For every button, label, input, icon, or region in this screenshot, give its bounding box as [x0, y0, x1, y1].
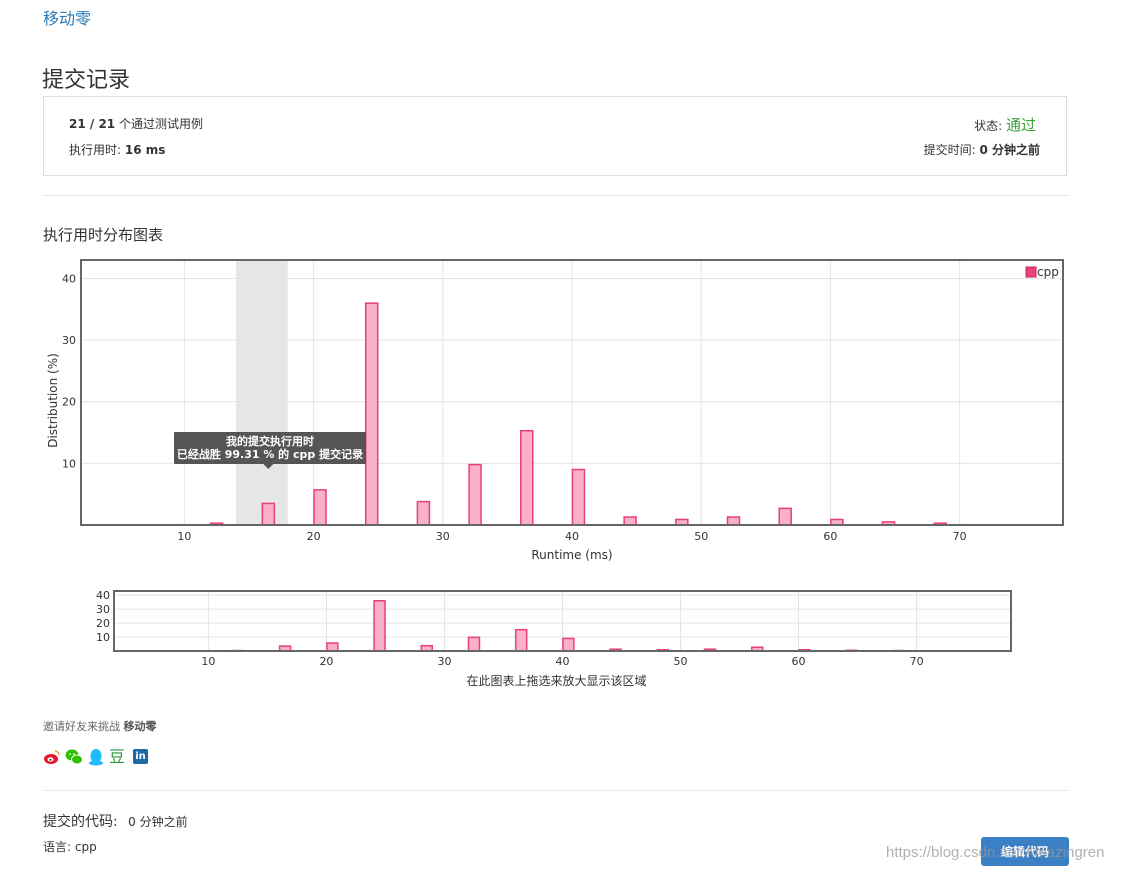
- bar: [373, 600, 386, 652]
- tooltip-arrow: [263, 464, 274, 469]
- y-axis-label: Distribution (%): [46, 353, 60, 448]
- x-tick-label: 30: [436, 530, 450, 543]
- wechat-icon[interactable]: [65, 748, 83, 766]
- code-language: 语言: cpp: [43, 840, 97, 854]
- watermark: https://blog.csdn.net/Amazingren: [886, 844, 1105, 861]
- legend-swatch: [1025, 266, 1037, 278]
- tooltip-line1: 我的提交执行用时: [226, 434, 314, 448]
- douban-icon[interactable]: 豆: [109, 747, 126, 766]
- tooltip-box: [174, 432, 366, 464]
- y-tick-label: 40: [62, 272, 76, 285]
- x-tick-label: 70: [953, 530, 967, 543]
- bar: [562, 637, 575, 652]
- runtime: 执行用时: 16 ms: [69, 143, 166, 157]
- plot-border: [113, 590, 1012, 652]
- tooltip-line2: 已经战胜 99.31 % 的 cpp 提交记录: [177, 447, 363, 461]
- divider: [43, 790, 1069, 791]
- page-title: 提交记录: [42, 68, 131, 93]
- y-tick-label: 10: [96, 631, 110, 644]
- bar: [467, 636, 481, 652]
- distribution-title: 执行用时分布图表: [43, 226, 164, 244]
- weibo-icon[interactable]: [43, 748, 61, 766]
- bar: [416, 500, 431, 526]
- bar: [778, 507, 792, 526]
- invite-text: 邀请好友来挑战 移动零: [43, 720, 157, 733]
- bar: [726, 516, 741, 526]
- x-tick-label: 40: [556, 655, 570, 668]
- x-axis-label: Runtime (ms): [531, 548, 612, 562]
- bar: [623, 516, 637, 526]
- problem-link[interactable]: 移动零: [43, 9, 92, 28]
- bar: [364, 302, 379, 526]
- bar: [261, 502, 276, 526]
- x-tick-label: 10: [177, 530, 191, 543]
- code-title: 提交的代码: 0 分钟之前: [43, 814, 188, 830]
- x-tick-label: 20: [319, 655, 333, 668]
- my-runtime-highlight: [236, 260, 288, 525]
- x-tick-label: 60: [792, 655, 806, 668]
- bar: [520, 429, 534, 526]
- x-tick-label: 50: [674, 655, 688, 668]
- x-tick-label: 60: [823, 530, 837, 543]
- bar: [571, 468, 586, 526]
- submit-time: 提交时间: 0 分钟之前: [923, 143, 1040, 157]
- edit-code-button[interactable]: 编辑代码: [981, 837, 1069, 866]
- x-tick-label: 10: [201, 655, 215, 668]
- x-tick-label: 30: [437, 655, 451, 668]
- status-badge: 通过: [1005, 116, 1036, 134]
- x-tick-label: 40: [565, 530, 579, 543]
- bar: [468, 463, 482, 526]
- bar: [313, 489, 327, 526]
- bar: [514, 628, 528, 652]
- y-tick-label: 30: [62, 334, 76, 347]
- status: 状态: 通过: [974, 116, 1036, 134]
- y-tick-label: 10: [62, 457, 76, 470]
- bar: [326, 642, 339, 652]
- y-tick-label: 40: [96, 589, 110, 602]
- linkedin-icon[interactable]: in: [133, 749, 148, 764]
- y-tick-label: 30: [96, 603, 110, 616]
- legend-label: cpp: [1037, 265, 1059, 279]
- testcase-count: 21 / 21 个通过测试用例: [69, 117, 203, 131]
- submission-summary: 21 / 21 个通过测试用例 执行用时: 16 ms 状态: 通过 提交时间:…: [43, 96, 1067, 176]
- x-tick-label: 70: [910, 655, 924, 668]
- divider: [43, 195, 1069, 196]
- navigator-caption: 在此图表上拖选来放大显示该区域: [466, 673, 646, 688]
- plot-border: [80, 259, 1064, 526]
- qq-icon[interactable]: [87, 748, 105, 766]
- x-tick-label: 20: [307, 530, 321, 543]
- y-tick-label: 20: [62, 396, 76, 409]
- y-tick-label: 20: [96, 617, 110, 630]
- x-tick-label: 50: [694, 530, 708, 543]
